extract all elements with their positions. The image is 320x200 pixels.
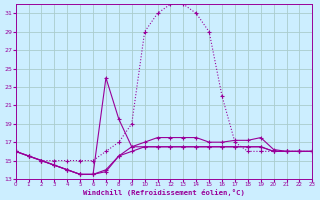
X-axis label: Windchill (Refroidissement éolien,°C): Windchill (Refroidissement éolien,°C): [83, 189, 245, 196]
